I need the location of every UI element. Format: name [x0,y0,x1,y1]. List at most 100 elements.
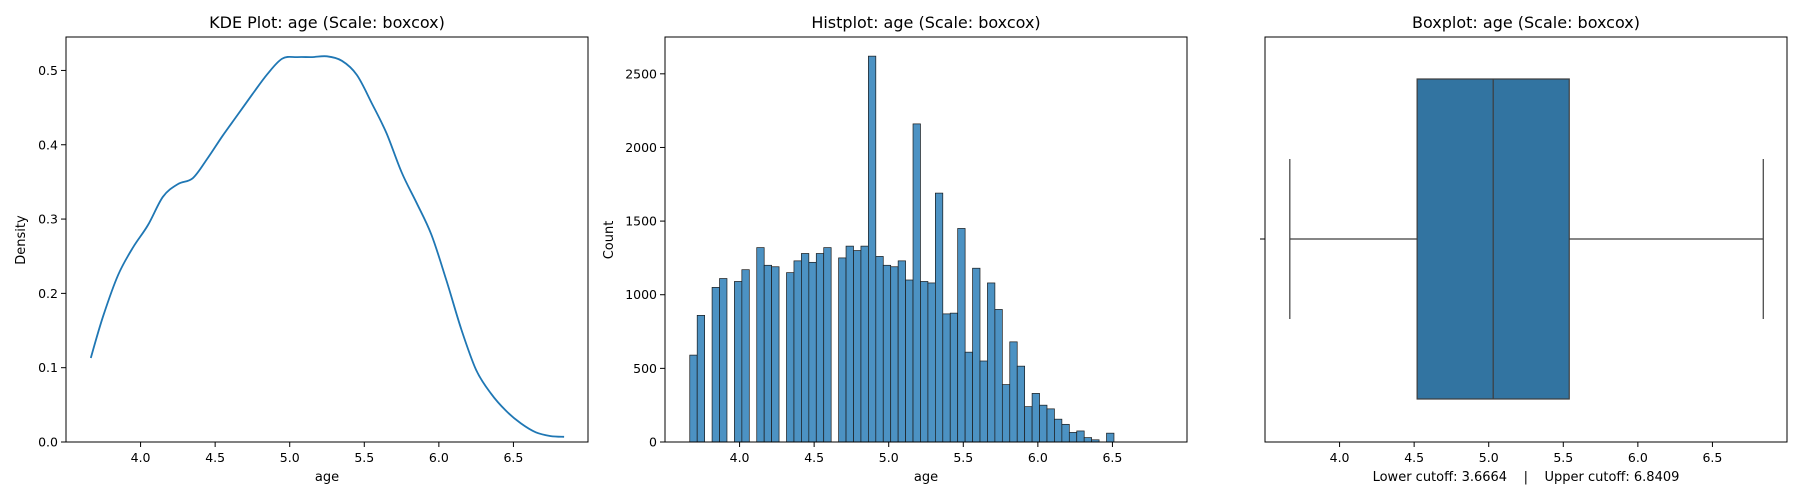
kde-density-line [89,55,565,438]
hist-bar [890,266,899,443]
hist-bar [734,281,743,443]
hist-bar [1039,404,1048,443]
x-tick-label: 4.5 [205,450,225,465]
hist-bar [1076,430,1085,443]
hist-bar [1031,393,1040,443]
hist-bar [987,282,996,443]
x-tick-label: 4.0 [1330,450,1350,465]
hist-title: Histplot: age (Scale: boxcox) [811,13,1040,32]
hist-bar [920,281,929,443]
hist-bar [756,247,765,443]
hist-bar [771,266,780,443]
kde-panel: KDE Plot: age (Scale: boxcox) 4.0 4.5 5.0 5… [14,13,589,485]
hist-panel: Histplot: age (Scale: boxcox) 4.0 4.5 5.0 5… [602,13,1188,485]
hist-bar [1046,408,1055,443]
hist-bar [763,264,772,443]
x-tick-label: 6.5 [1702,450,1722,465]
hist-bar [957,228,966,443]
y-tick-label: 1000 [625,287,657,302]
kde-y-label: Density [14,215,29,265]
hist-bar [868,55,877,443]
x-tick-label: 6.5 [503,450,523,465]
hist-bars [689,55,1115,443]
y-tick-label: 0.4 [38,137,58,152]
kde-axes-frame [65,36,589,443]
hist-bar [741,269,750,443]
y-tick-label: 0.0 [38,435,58,450]
hist-bar [979,360,988,443]
y-tick-label: 0.2 [38,286,58,301]
hist-bar [972,267,981,443]
hist-bar [838,257,847,443]
hist-bar [927,282,936,443]
box-x-label: Lower cutoff: 3.6664 | Upper cutoff: 6.8… [1373,470,1680,485]
hist-bar [845,245,854,443]
y-tick-label: 0.3 [38,212,58,227]
x-tick-label: 5.5 [354,450,374,465]
kde-y-ticks: 0.0 0.1 0.2 0.3 0.4 0.5 [38,63,66,450]
hist-bar [853,250,862,443]
x-tick-label: 5.5 [1553,450,1573,465]
box-plot-body [1289,78,1764,400]
x-tick-label: 6.0 [1028,450,1048,465]
hist-bar [801,253,810,443]
hist-bar [1068,432,1078,443]
y-tick-label: 2500 [625,66,657,81]
hist-bar [696,314,705,443]
hist-bar [815,253,825,443]
hist-bar [942,313,951,443]
kde-title: KDE Plot: age (Scale: boxcox) [209,13,445,32]
hist-axes-frame [664,36,1188,443]
x-tick-label: 6.5 [1102,450,1122,465]
hist-bar [711,287,720,443]
hist-y-ticks: 0 500 1000 1500 2000 2500 [625,66,665,450]
x-tick-label: 4.0 [730,450,750,465]
hist-bar [912,123,921,443]
hist-bar [935,192,944,443]
hist-bar [964,351,973,443]
x-tick-label: 4.0 [131,450,151,465]
x-tick-label: 5.0 [879,450,899,465]
y-tick-label: 500 [633,361,657,376]
hist-y-label: Count [602,221,617,260]
x-tick-label: 4.5 [1404,450,1424,465]
hist-bar [1016,365,1026,443]
hist-bar [1083,437,1092,443]
hist-bar [786,272,795,443]
hist-bar [949,312,959,443]
hist-bar [1009,341,1018,443]
hist-bar [1054,418,1063,443]
hist-bar [897,260,906,443]
x-tick-label: 5.0 [1479,450,1499,465]
box-panel: Boxplot: age (Scale: boxcox) 4.0 4.5 5.0 5.… [1260,13,1788,485]
y-tick-label: 0.5 [38,63,58,78]
hist-bar [719,278,728,443]
box-title: Boxplot: age (Scale: boxcox) [1412,13,1640,32]
hist-bar [689,354,698,443]
kde-x-label: age [315,470,339,485]
y-tick-label: 0.1 [38,360,58,375]
x-tick-label: 6.0 [1628,450,1648,465]
x-tick-label: 5.0 [280,450,300,465]
x-tick-label: 4.5 [804,450,824,465]
y-tick-label: 1500 [625,214,657,229]
hist-bar [875,256,884,443]
hist-bar [1061,423,1070,443]
hist-bar [808,261,817,443]
hist-bar [793,260,802,443]
y-tick-label: 2000 [625,140,657,155]
hist-bar [905,279,914,443]
hist-bar [1001,384,1011,443]
box-x-ticks: 4.0 4.5 5.0 5.5 6.0 6.5 [1330,442,1722,465]
x-tick-label: 6.0 [429,450,449,465]
hist-bar [823,247,832,443]
hist-bar [994,309,1003,443]
y-tick-label: 0 [649,435,657,450]
hist-bar [882,264,892,443]
hist-bar [1106,432,1115,443]
hist-x-ticks: 4.0 4.5 5.0 5.5 6.0 6.5 [730,442,1122,465]
x-tick-label: 5.5 [953,450,973,465]
hist-x-label: age [914,470,938,485]
hist-bar [1024,406,1033,443]
